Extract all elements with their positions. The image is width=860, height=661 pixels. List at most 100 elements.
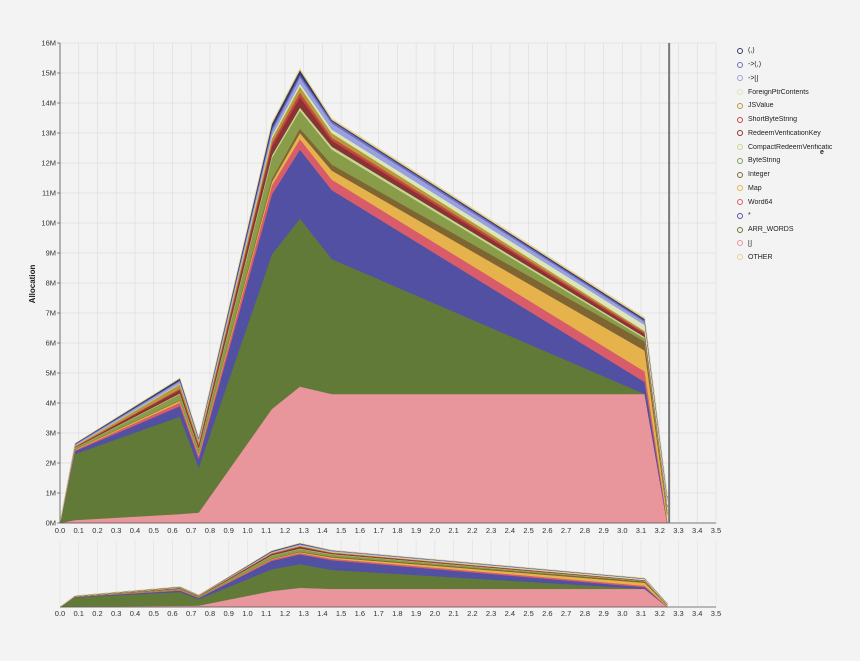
main-axes: 0M 1M 2M 3M 4M 5M 6M 7M 8M 9M 10M 11M 12M 13M 14M 15M 16…	[41, 39, 721, 535]
overview-x-tick-label: 1.6	[355, 609, 365, 618]
y-tick-label: 11M	[42, 189, 56, 198]
x-tick-label: 0.7	[186, 526, 196, 535]
y-tick-label: 14M	[41, 99, 56, 108]
legend-item-series[interactable]: []	[734, 237, 834, 251]
y-tick-label: 13M	[41, 129, 56, 138]
x-tick-label: 2.7	[561, 526, 571, 535]
legend-swatch-icon	[737, 89, 743, 96]
legend-swatch-icon	[737, 226, 743, 233]
y-tick-label: 15M	[41, 69, 56, 78]
x-tick-label: 1.8	[392, 526, 402, 535]
legend-label: ->(,)	[748, 61, 762, 69]
overview-stacked-areas[interactable]	[59, 540, 717, 608]
x-tick-label: 1.7	[373, 526, 383, 535]
overview-x-tick-label: 3.3	[673, 609, 683, 618]
legend-item-shortbytestring[interactable]: ShortByteString	[734, 113, 834, 127]
y-tick-label: 10M	[41, 219, 56, 228]
legend-item-jsvalue[interactable]: JSValue	[734, 99, 834, 113]
legend-label: ->[]	[748, 74, 759, 82]
overview-x-tick-label: 2.0	[430, 609, 440, 618]
legend-swatch-icon	[737, 102, 743, 109]
legend: (,) ->(,) ->[] ForeignPtrContents JSValue Sho…	[734, 44, 834, 264]
overview-x-tick-label: 1.1	[261, 609, 271, 618]
x-tick-label: 0.5	[148, 526, 158, 535]
legend-item-other[interactable]: OTHER	[734, 250, 834, 264]
overview-x-tick-label: 0.8	[205, 609, 215, 618]
y-tick-label: 3M	[46, 429, 56, 438]
legend-item-series[interactable]: ->(,)	[734, 58, 834, 72]
legend-swatch-icon	[737, 47, 743, 54]
x-tick-label: 1.2	[280, 526, 290, 535]
y-tick-label: 8M	[46, 279, 56, 288]
legend-label: CompactRedeemVerificatic	[748, 143, 833, 151]
legend-item-compactredeemverificatic[interactable]: CompactRedeemVerificatic	[734, 140, 834, 154]
overview-x-tick-label: 1.8	[392, 609, 402, 618]
x-tick-label: 3.2	[655, 526, 665, 535]
legend-label: OTHER	[748, 253, 773, 261]
legend-label: Word64	[748, 198, 773, 206]
legend-item-integer[interactable]: Integer	[734, 168, 834, 182]
legend-swatch-icon	[737, 116, 743, 123]
legend-item-word64[interactable]: Word64	[734, 195, 834, 209]
legend-label: ShortByteString	[748, 116, 798, 124]
legend-swatch-icon	[737, 254, 743, 261]
main-stacked-areas	[59, 68, 668, 524]
x-tick-label: 0.0	[55, 526, 65, 535]
overview-x-tick-label: 2.8	[580, 609, 590, 618]
y-tick-label: 16M	[41, 39, 56, 48]
legend-swatch-icon	[737, 212, 743, 219]
overview-x-tick-label: 0.9	[223, 609, 233, 618]
x-tick-label: 2.1	[448, 526, 458, 535]
legend-swatch-icon	[737, 130, 743, 137]
x-tick-label: 1.3	[298, 526, 308, 535]
y-tick-label: 4M	[46, 399, 56, 408]
overview-x-tick-label: 3.2	[655, 609, 665, 618]
legend-item-arr-words[interactable]: ARR_WORDS	[734, 223, 834, 237]
legend-item-foreignptrcontents[interactable]: ForeignPtrContents	[734, 85, 834, 99]
overview-x-tick-label: 1.0	[242, 609, 252, 618]
overview-x-tick-label: 1.5	[336, 609, 346, 618]
overview-x-tick-label: 1.3	[298, 609, 308, 618]
legend-item-redeemverificationkey[interactable]: RedeemVerificationKey	[734, 127, 834, 141]
legend-swatch-icon	[737, 171, 743, 178]
overview-x-tick-label: 0.5	[148, 609, 158, 618]
legend-item-series[interactable]: ->[]	[734, 72, 834, 86]
legend-swatch-icon	[737, 185, 743, 192]
legend-item-series[interactable]: (,)	[734, 44, 834, 58]
legend-swatch-icon	[737, 240, 743, 247]
overview-x-tick-label: 2.7	[561, 609, 571, 618]
overview-x-tick-label: 0.1	[74, 609, 84, 618]
x-tick-label: 1.6	[355, 526, 365, 535]
overview-x-tick-label: 1.2	[280, 609, 290, 618]
area-series-other	[59, 68, 668, 524]
overview-x-tick-label: 0.3	[111, 609, 121, 618]
legend-item-series[interactable]: *	[734, 209, 834, 223]
overview-x-tick-label: 2.6	[542, 609, 552, 618]
overview-x-tick-label: 2.5	[523, 609, 533, 618]
overview-x-tick-label: 1.7	[373, 609, 383, 618]
x-tick-label: 0.1	[74, 526, 84, 535]
legend-label: (,)	[748, 47, 755, 55]
legend-item-map[interactable]: Map	[734, 182, 834, 196]
legend-label: *	[748, 212, 751, 220]
overview-x-tick-label: 2.9	[598, 609, 608, 618]
legend-label: Integer	[748, 171, 770, 179]
y-tick-label: 9M	[46, 249, 56, 258]
x-tick-label: 1.9	[411, 526, 421, 535]
overview-x-tick-label: 0.2	[92, 609, 102, 618]
legend-label: JSValue	[748, 102, 774, 110]
x-tick-label: 3.0	[617, 526, 627, 535]
overview-x-tick-label: 0.0	[55, 609, 65, 618]
overview-x-tick-label: 0.6	[167, 609, 177, 618]
x-tick-label: 2.6	[542, 526, 552, 535]
legend-swatch-icon	[737, 199, 743, 206]
legend-label: ByteString	[748, 157, 781, 165]
legend-label: ForeignPtrContents	[748, 88, 809, 96]
y-tick-label: 5M	[46, 369, 56, 378]
x-tick-label: 3.4	[692, 526, 702, 535]
overview-x-tick-label: 0.7	[186, 609, 196, 618]
legend-item-bytestring[interactable]: ByteString	[734, 154, 834, 168]
legend-overflow-glyph: e	[820, 149, 824, 156]
y-tick-label: 6M	[46, 339, 56, 348]
